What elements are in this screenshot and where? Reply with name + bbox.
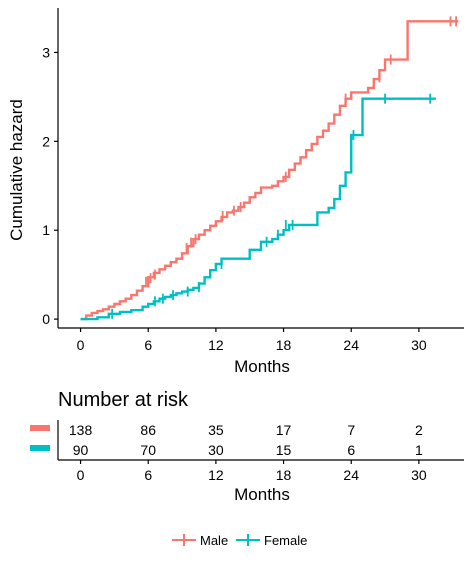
- y-tick-label: 0: [42, 311, 50, 327]
- risk-count: 138: [69, 422, 93, 438]
- y-tick-label: 3: [42, 44, 50, 60]
- risk-count: 86: [140, 422, 156, 438]
- risk-x-tick-label: 18: [276, 467, 292, 483]
- y-tick-label: 1: [42, 222, 50, 238]
- y-tick-label: 2: [42, 133, 50, 149]
- risk-count: 2: [415, 422, 423, 438]
- risk-table-title: Number at risk: [58, 389, 189, 411]
- risk-count: 1: [415, 442, 423, 458]
- risk-x-tick-label: 6: [144, 467, 152, 483]
- risk-count: 70: [140, 442, 156, 458]
- risk-x-ticks: 0 6 12 18 24 30: [77, 460, 427, 483]
- risk-x-tick-label: 12: [208, 467, 224, 483]
- risk-count: 17: [276, 422, 292, 438]
- x-tick-label: 24: [343, 337, 359, 353]
- risk-x-tick-label: 24: [343, 467, 359, 483]
- x-tick-label: 30: [411, 337, 427, 353]
- x-tick-label: 6: [144, 337, 152, 353]
- risk-rows: 138 86 35 17 7 2 90 70 30 15 6 1: [30, 422, 423, 458]
- risk-count: 15: [276, 442, 292, 458]
- risk-x-axis-title: Months: [234, 485, 290, 504]
- risk-row-swatch: [30, 425, 50, 431]
- legend-item-male: Male: [172, 533, 228, 548]
- series-lines: [80, 16, 459, 321]
- risk-x-tick-label: 30: [411, 467, 427, 483]
- risk-count: 35: [208, 422, 224, 438]
- legend-female-label: Female: [264, 533, 307, 548]
- legend-male-label: Male: [200, 533, 228, 548]
- x-tick-label: 0: [77, 337, 85, 353]
- risk-count: 30: [208, 442, 224, 458]
- risk-row-swatch: [30, 445, 50, 451]
- y-axis-title: Cumulative hazard: [7, 99, 26, 241]
- legend-item-female: Female: [236, 533, 307, 548]
- x-axis-title: Months: [234, 357, 290, 376]
- risk-x-tick-label: 0: [77, 467, 85, 483]
- risk-count: 90: [73, 442, 89, 458]
- risk-count: 6: [347, 442, 355, 458]
- series-line-male: [80, 20, 459, 321]
- y-ticks: 0 1 2 3: [42, 44, 58, 327]
- x-ticks: 0 6 12 18 24 30: [77, 328, 427, 353]
- x-tick-label: 12: [208, 337, 224, 353]
- risk-count: 7: [347, 422, 355, 438]
- series-line-female: [80, 97, 436, 321]
- x-tick-label: 18: [276, 337, 292, 353]
- legend: Male Female: [172, 533, 307, 548]
